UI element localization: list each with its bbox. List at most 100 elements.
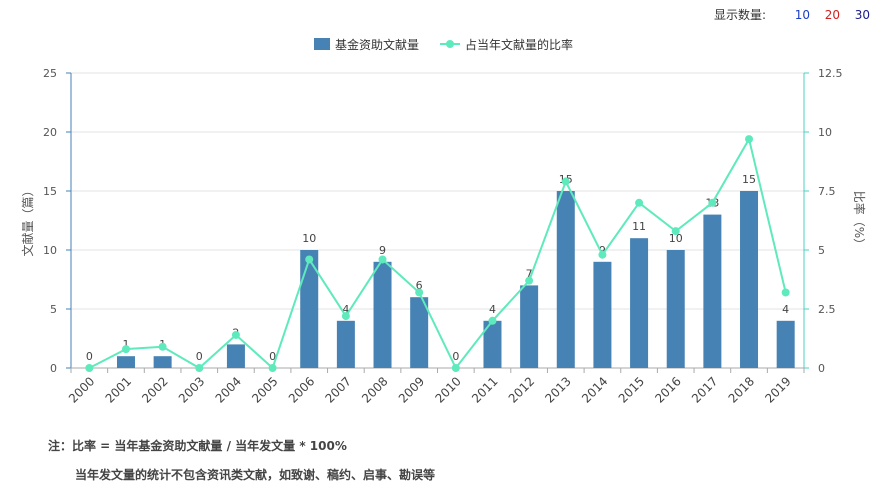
x-tick-label: 2006: [286, 374, 317, 405]
display-count-option-10[interactable]: 10: [794, 7, 810, 22]
x-tick-label: 2014: [579, 374, 610, 405]
bar: [226, 344, 245, 368]
bar: [153, 356, 172, 368]
bar-series: [116, 191, 795, 368]
bar-data-label: 15: [742, 173, 756, 186]
x-tick-label: 2015: [616, 374, 647, 405]
x-tick-label: 2012: [506, 374, 537, 405]
line-point: [451, 364, 460, 372]
y-right-tick-label: 10: [818, 126, 832, 139]
bar: [483, 320, 502, 368]
display-count-option-30[interactable]: 30: [854, 7, 870, 22]
x-tick-label: 2004: [213, 374, 244, 405]
x-tick-label: 2000: [66, 374, 97, 405]
line-point: [195, 364, 204, 372]
bar: [556, 191, 575, 368]
line-point: [525, 276, 534, 285]
x-tick-label: 2010: [432, 374, 463, 405]
combo-chart: 基金资助文献量 占当年文献量的比率 051015202502.557.51012…: [20, 37, 867, 406]
y-right-tick-label: 5: [818, 244, 825, 257]
bar: [740, 191, 759, 368]
legend-line-label[interactable]: 占当年文献量的比率: [465, 37, 573, 52]
bar-data-label: 9: [599, 244, 606, 257]
y-right-tick-label: 7.5: [818, 185, 836, 198]
x-tick-label: 2016: [652, 374, 683, 405]
bar: [373, 261, 392, 368]
bar-data-label: 6: [416, 279, 423, 292]
x-tick-label: 2001: [103, 374, 134, 405]
line-point: [158, 342, 167, 351]
bar: [300, 250, 319, 368]
line-point: [121, 345, 130, 354]
line-point: [488, 316, 497, 325]
display-count-label: 显示数量:: [713, 8, 766, 22]
bar: [593, 261, 612, 368]
y-left-tick-label: 15: [43, 185, 57, 198]
bar-data-label: 4: [782, 303, 789, 316]
x-tick-label: 2007: [322, 374, 353, 405]
x-tick-label: 2002: [139, 374, 170, 405]
y-axis-right-title: 比率（%）: [852, 191, 867, 250]
line-point: [305, 255, 314, 264]
bar: [520, 285, 539, 368]
y-right-tick-label: 12.5: [818, 67, 843, 80]
bar: [703, 214, 722, 368]
line-point: [378, 255, 387, 264]
chart-note-exclusion: 当年发文量的统计不包含资讯类文献，如致谢、稿约、启事、勘误等: [75, 468, 436, 482]
bar-data-label: 4: [489, 303, 496, 316]
bar-data-label: 4: [342, 303, 349, 316]
x-tick-label: 2018: [726, 374, 757, 405]
y-left-tick-label: 20: [43, 126, 57, 139]
x-tick-label: 2013: [542, 374, 573, 405]
legend-bar-label[interactable]: 基金资助文献量: [335, 37, 419, 52]
x-tick-label: 2003: [176, 374, 207, 405]
y-left-tick-label: 10: [43, 244, 57, 257]
y-axis-left-title: 文献量（篇）: [20, 184, 35, 256]
bar-data-label: 1: [122, 338, 129, 351]
bar-data-label: 0: [269, 350, 276, 363]
bar: [630, 238, 649, 368]
y-left-tick-label: 5: [50, 303, 57, 316]
line-point: [671, 227, 680, 236]
bar-data-label: 0: [452, 350, 459, 363]
legend-line-marker[interactable]: [446, 40, 454, 48]
line-point: [85, 364, 94, 372]
bar-data-label: 10: [302, 232, 316, 245]
bar-data-label: 10: [669, 232, 683, 245]
y-right-tick-label: 0: [818, 362, 825, 375]
bar: [410, 297, 429, 368]
x-tick-label: 2008: [359, 374, 390, 405]
bar-data-label: 7: [526, 267, 533, 280]
line-point: [781, 288, 790, 297]
line-point: [231, 330, 240, 339]
line-point: [635, 198, 644, 207]
y-right-tick-label: 2.5: [818, 303, 836, 316]
bar-data-label: 0: [86, 350, 93, 363]
x-tick-label: 2005: [249, 374, 280, 405]
x-tick-label: 2011: [469, 374, 500, 405]
line-series: [85, 135, 790, 372]
display-count-option-20[interactable]: 20: [824, 7, 840, 22]
bar: [116, 356, 135, 368]
x-tick-label: 2017: [689, 374, 720, 405]
bar: [336, 320, 355, 368]
bar-data-label: 9: [379, 244, 386, 257]
x-tick-label: 2019: [762, 374, 793, 405]
y-left-tick-label: 25: [43, 67, 57, 80]
line-point: [598, 250, 607, 259]
bar: [666, 250, 685, 368]
chart-gridlines: [71, 72, 804, 369]
display-count-bar: 显示数量: 10 20 30: [714, 6, 870, 23]
x-tick-label: 2009: [396, 374, 427, 405]
line-point: [708, 198, 717, 207]
bar-data-label: 11: [632, 220, 646, 233]
legend-bar-swatch[interactable]: [314, 38, 330, 50]
line-point: [268, 364, 277, 372]
line-point: [341, 312, 350, 321]
line-point: [415, 288, 424, 297]
bar-data-label: 0: [196, 350, 203, 363]
y-left-tick-label: 0: [50, 362, 57, 375]
line-point: [561, 177, 570, 186]
bar: [776, 320, 795, 368]
